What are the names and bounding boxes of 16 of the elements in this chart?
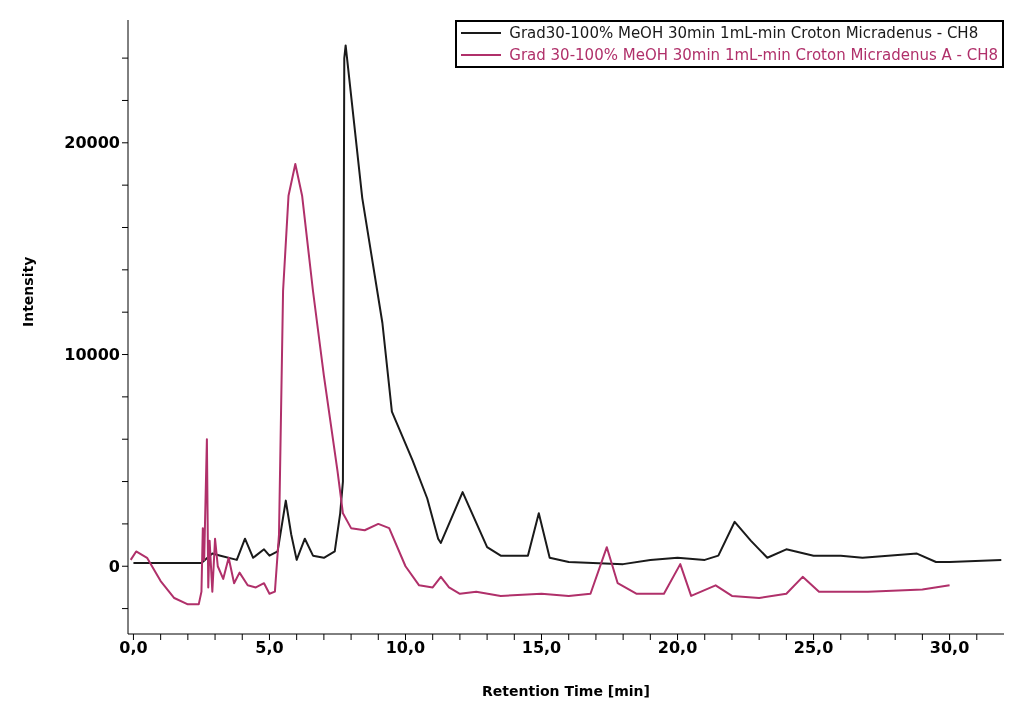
x-tick-label: 5,0	[255, 638, 284, 658]
x-tick-label: 25,0	[793, 638, 834, 658]
line-series	[132, 44, 1003, 566]
y-tick-label: 20000	[64, 133, 120, 153]
y-axis-title: Intensity	[19, 256, 36, 327]
x-tick-label: 30,0	[929, 638, 970, 658]
x-tick-label: 0,0	[119, 638, 148, 658]
y-tick-label: 0	[108, 556, 120, 576]
x-axis-title: Retention Time [min]	[482, 683, 650, 699]
legend-label: Grad30-100% MeOH 30min 1mL-min Croton Micradenus - CH8	[509, 23, 979, 44]
x-tick-label: 20,0	[657, 638, 698, 658]
y-tick-label: 10000	[64, 345, 120, 365]
line-series	[129, 162, 951, 606]
x-tick-label: 15,0	[521, 638, 562, 658]
legend-label: Grad 30-100% MeOH 30min 1mL-min Croton Micradenus A - CH8	[509, 45, 998, 66]
x-tick-label: 10,0	[385, 638, 426, 658]
